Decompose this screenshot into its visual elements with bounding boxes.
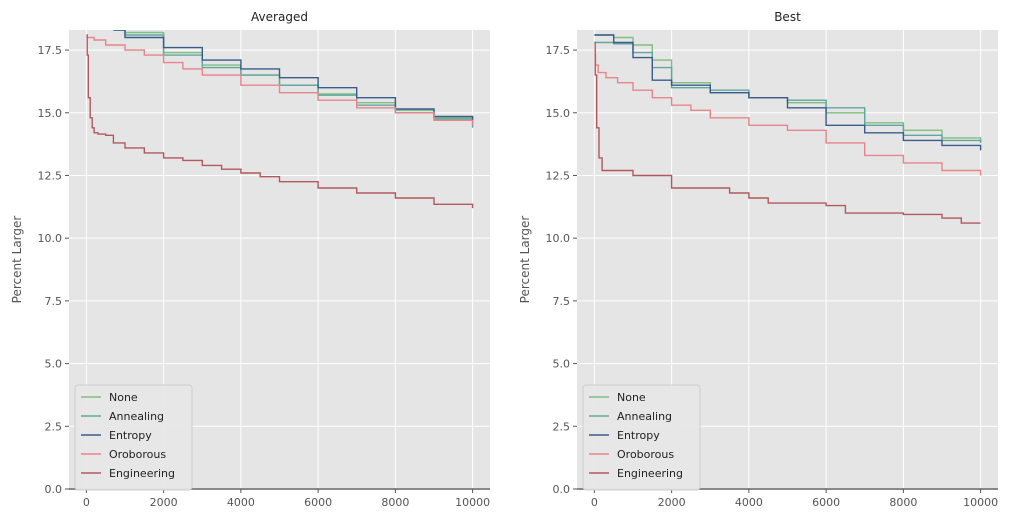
chart-panel-2: 0 2000 4000 6000 8000 10000 0.0 2.5 5.0 7.5 10.0 12… [518, 10, 998, 509]
y-tick-label: 17.5 [38, 44, 63, 57]
y-tick-label: 17.5 [546, 44, 571, 57]
legend-entry-label: Oroborous [109, 448, 166, 461]
y-tick-label: 2.5 [553, 420, 571, 433]
y-tick-label: 7.5 [553, 295, 571, 308]
x-tick-label: 10000 [455, 496, 490, 509]
y-tick-label: 10.0 [38, 232, 63, 245]
y-tick-label: 15.0 [38, 107, 63, 120]
series-line-entropy [113, 30, 474, 121]
series-group [594, 34, 982, 224]
x-tick-label: 4000 [227, 496, 255, 509]
legend-box [74, 384, 193, 491]
series-line-oroborous [594, 54, 982, 176]
y-tick-label: 15.0 [546, 107, 571, 120]
y-axis-label: Percent Larger [518, 216, 532, 304]
y-axis-label: Percent Larger [10, 216, 24, 304]
series-group [86, 30, 474, 209]
x-tick-label: 6000 [304, 496, 332, 509]
chart-panel-1: 0 2000 4000 6000 8000 10000 0.0 2.5 5.0 7.5 10.0 12… [10, 10, 490, 509]
y-tick-label: 5.0 [553, 358, 571, 371]
legend-entry-label: Annealing [109, 410, 164, 423]
legend-entry-label: Oroborous [617, 448, 674, 461]
x-tick-label: 8000 [889, 496, 917, 509]
chart-title: Averaged [251, 10, 308, 24]
y-tick-label: 12.5 [38, 169, 63, 182]
y-tick-label: 5.0 [45, 358, 63, 371]
x-tick-label: 0 [591, 496, 598, 509]
series-line-engineering [86, 34, 474, 209]
legend: None Annealing Entropy Oroborous Engineering [74, 384, 193, 491]
legend-entry-label: Entropy [109, 429, 152, 442]
chart-title: Best [774, 10, 801, 24]
y-tick-label: 7.5 [45, 295, 63, 308]
y-tick-label: 12.5 [546, 169, 571, 182]
x-tick-label: 4000 [735, 496, 763, 509]
legend-entry-label: Engineering [617, 467, 683, 480]
legend-entry-label: Annealing [617, 410, 672, 423]
x-tick-label: 10000 [963, 496, 998, 509]
legend: None Annealing Entropy Oroborous Engineering [582, 384, 701, 491]
legend-entry-label: Engineering [109, 467, 175, 480]
legend-entry-label: Entropy [617, 429, 660, 442]
y-tick-label: 0.0 [553, 483, 571, 496]
y-tick-label: 0.0 [45, 483, 63, 496]
x-tick-label: 2000 [150, 496, 178, 509]
x-tick-label: 0 [83, 496, 90, 509]
x-tick-label: 8000 [381, 496, 409, 509]
x-tick-label: 6000 [812, 496, 840, 509]
series-line-entropy [594, 34, 982, 151]
series-line-oroborous [86, 36, 474, 126]
legend-entry-label: None [617, 391, 646, 404]
series-line-engineering [594, 41, 981, 224]
y-tick-label: 2.5 [45, 420, 63, 433]
y-tick-label: 10.0 [546, 232, 571, 245]
legend-entry-label: None [109, 391, 138, 404]
legend-box [582, 384, 701, 491]
x-tick-label: 2000 [658, 496, 686, 509]
